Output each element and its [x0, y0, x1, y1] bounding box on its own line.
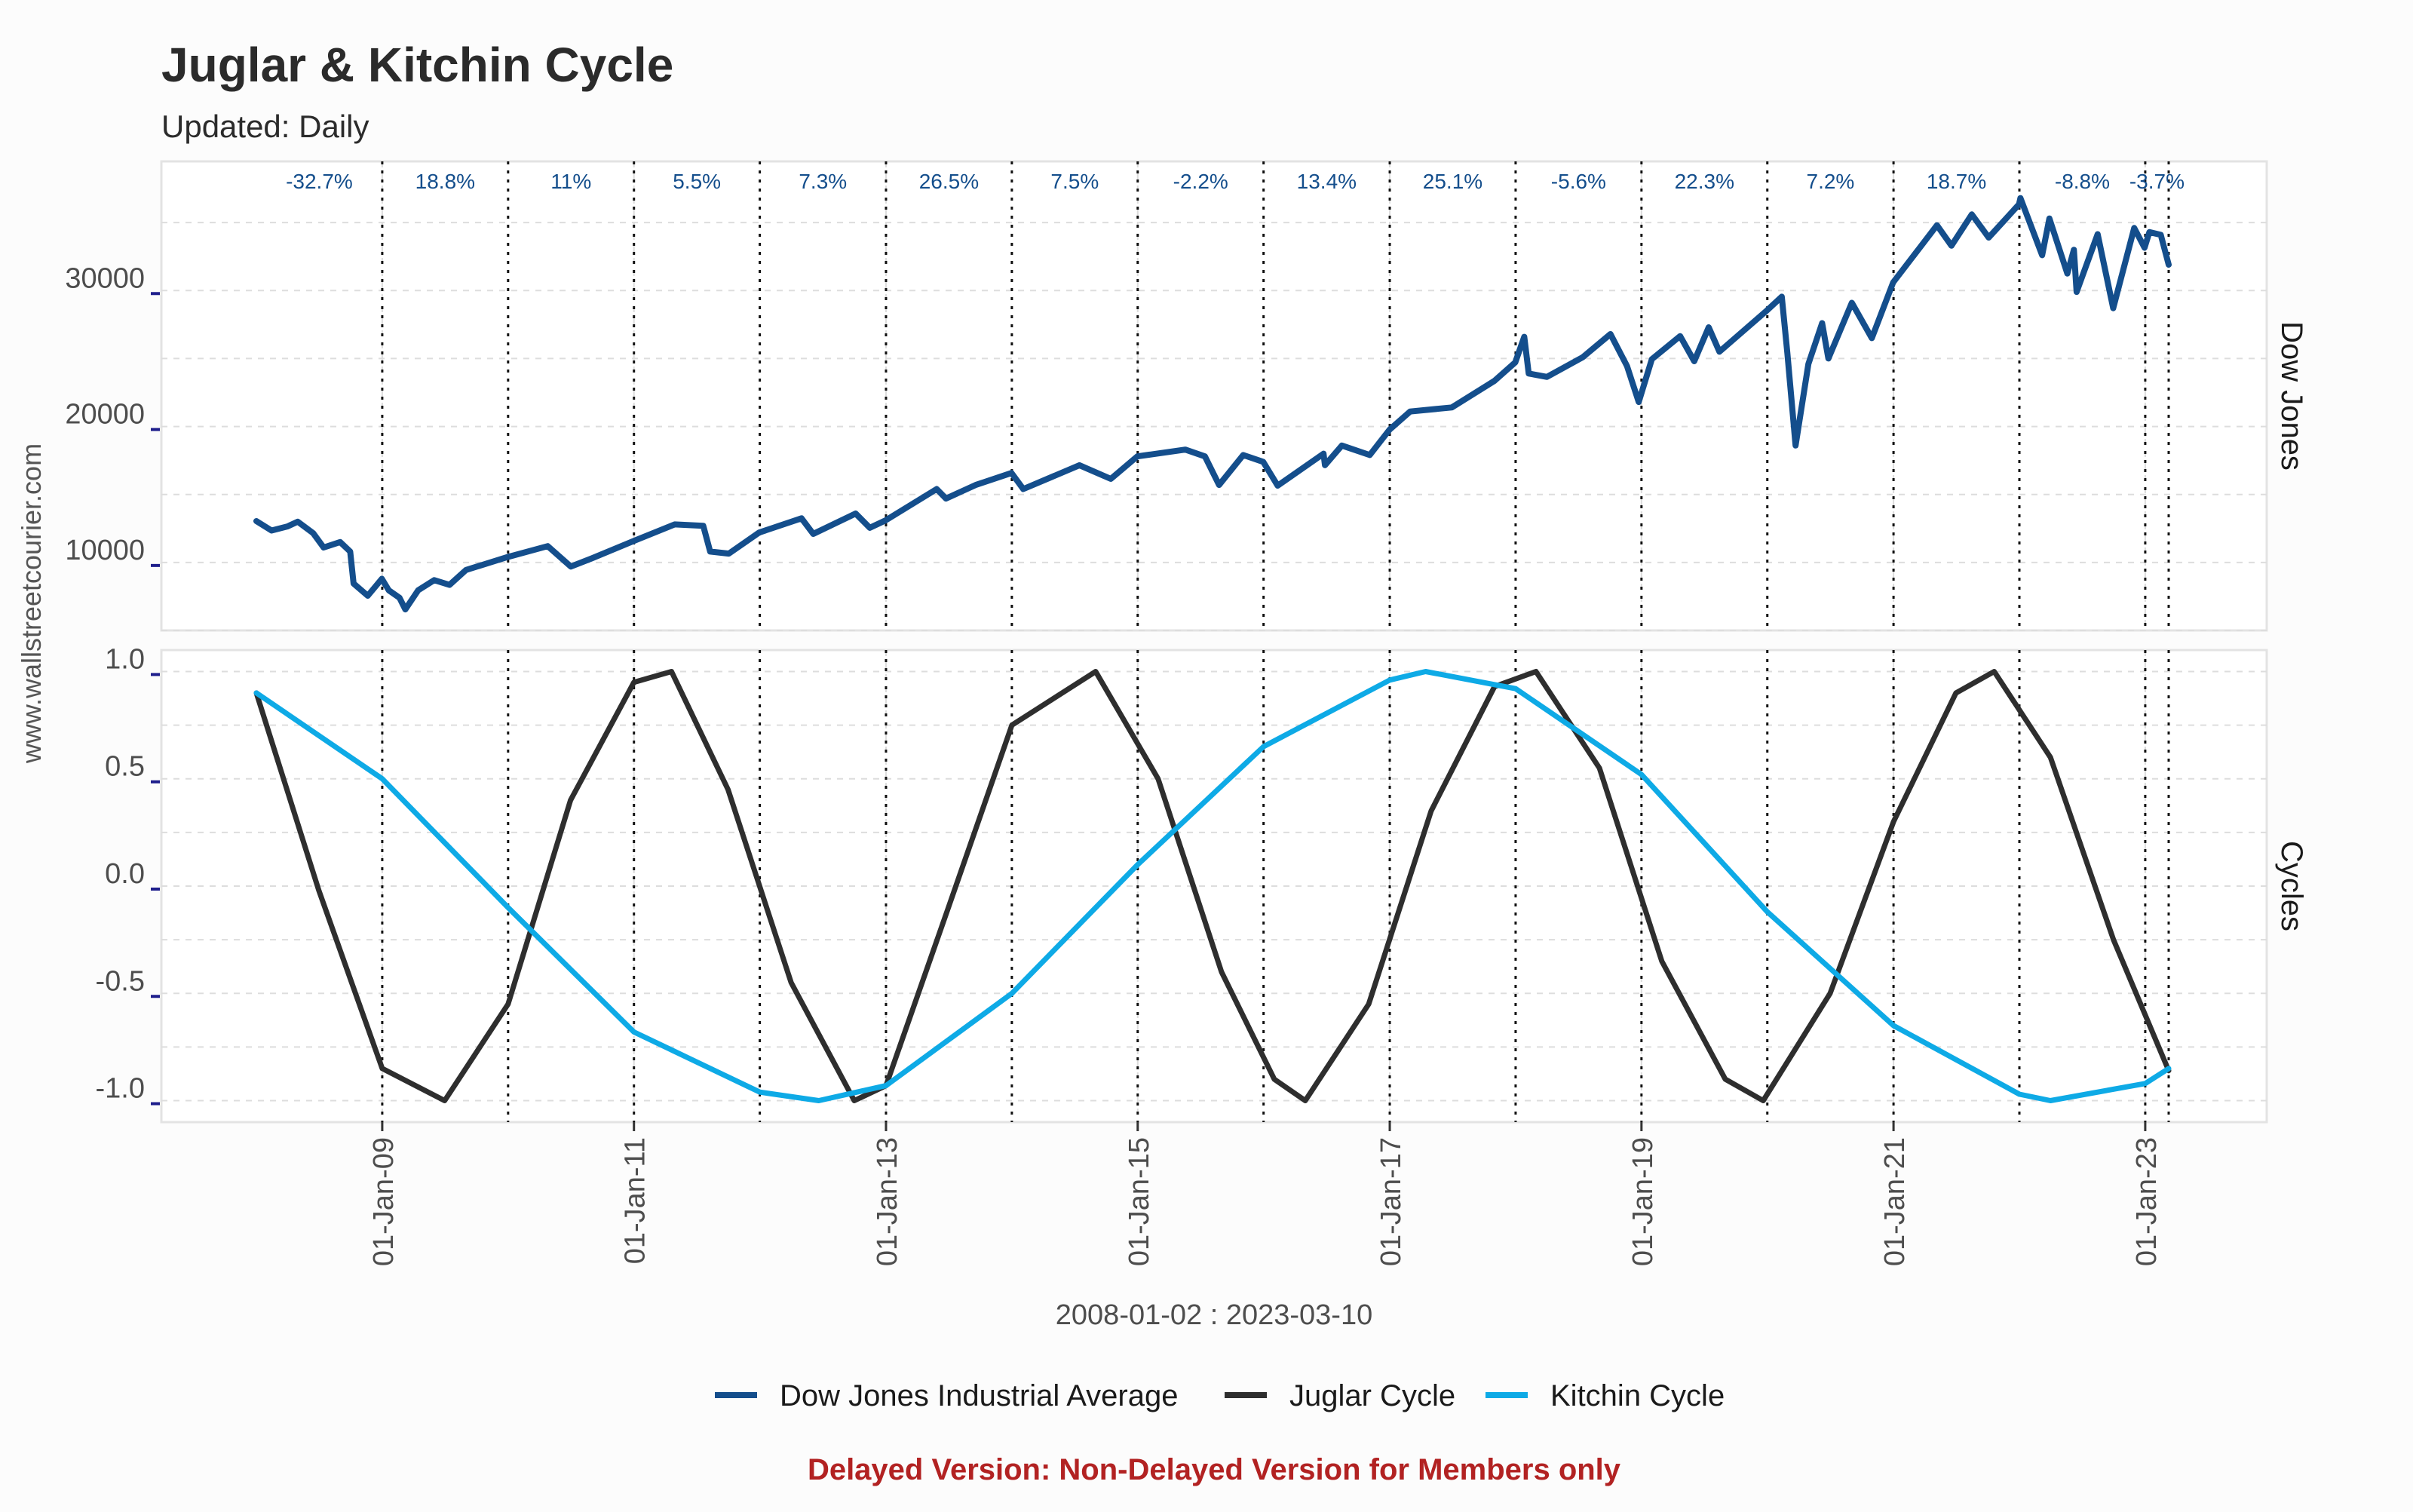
y-tick-label: -0.5: [96, 965, 145, 997]
side-watermark-label: www.wallstreetcourier.com: [16, 443, 47, 764]
annual-return-label: -8.8%: [2055, 170, 2110, 193]
cycles-panel-series: [253, 669, 2172, 1103]
x-tick-label: 01-Jan-13: [872, 1137, 903, 1266]
price-panel-strip-label: Dow Jones: [2275, 321, 2308, 471]
y-tick-label: 0.0: [105, 858, 145, 890]
y-tick-label: 30000: [65, 262, 145, 294]
annual-return-label: -2.2%: [1173, 170, 1228, 193]
annual-return-label: -32.7%: [286, 170, 353, 193]
kitchin-cycle-line: [253, 669, 2172, 1103]
annual-return-label: -5.6%: [1551, 170, 1606, 193]
annual-return-label: 25.1%: [1423, 170, 1482, 193]
legend-label-kitchin-cycle: Kitchin Cycle: [1550, 1379, 1725, 1412]
chart-subtitle: Updated: Daily: [161, 109, 369, 144]
price-panel-series: [253, 195, 2172, 613]
price-panel: 10000 20000 30000 -32.7% 18.8% 11% 5.5% 7.3% 26…: [65, 160, 2308, 632]
y-tick-label: 0.5: [105, 751, 145, 783]
annual-return-label: -3.7%: [2129, 170, 2185, 193]
annual-return-label: 22.3%: [1675, 170, 1734, 193]
cycles-panel-strip-label: Cycles: [2275, 841, 2308, 931]
y-tick-label: -1.0: [96, 1073, 145, 1105]
x-tick-label: 01-Jan-11: [620, 1137, 652, 1264]
legend: Dow Jones Industrial Average Juglar Cycle…: [715, 1379, 1725, 1412]
juglar-cycle-line: [253, 669, 2172, 1103]
price-panel-y-axis: 10000 20000 30000: [65, 262, 160, 567]
annual-return-label: 18.7%: [1927, 170, 1986, 193]
cycles-panel-y-axis: -1.0 -0.5 0.0 0.5 1.0: [96, 643, 160, 1106]
y-tick-label: 20000: [65, 399, 145, 431]
x-tick-label: 01-Jan-19: [1627, 1137, 1659, 1266]
legend-label-dow-jones-industrial-average: Dow Jones Industrial Average: [780, 1379, 1178, 1412]
annual-return-label: 7.2%: [1807, 170, 1855, 193]
annual-return-label: 26.5%: [919, 170, 979, 193]
y-tick-label: 10000: [65, 535, 145, 566]
x-tick-label: 01-Jan-21: [1879, 1137, 1911, 1266]
x-tick-label: 01-Jan-17: [1375, 1137, 1407, 1266]
y-tick-label: 1.0: [105, 643, 145, 675]
price-panel-background: [160, 160, 2268, 632]
chart-title: Juglar & Kitchin Cycle: [161, 38, 673, 92]
dow-jones-industrial-average-line: [253, 195, 2172, 613]
x-axis: 01-Jan-09 01-Jan-11 01-Jan-13 01-Jan-15 01-J…: [368, 1122, 2163, 1266]
annual-return-label: 5.5%: [673, 170, 721, 193]
x-tick-label: 01-Jan-15: [1124, 1137, 1155, 1266]
annual-return-label: 7.3%: [799, 170, 847, 193]
x-tick-label: 01-Jan-09: [368, 1137, 400, 1266]
annual-return-label: 11%: [550, 170, 591, 193]
price-panel-year-markers: [381, 161, 2170, 630]
annual-return-label: 7.5%: [1050, 170, 1099, 193]
cycles-panel: -1.0 -0.5 0.0 0.5 1.0 Cycles: [96, 643, 2308, 1124]
legend-label-juglar-cycle: Juglar Cycle: [1289, 1379, 1455, 1412]
annual-return-label: 13.4%: [1297, 170, 1357, 193]
annual-return-labels: -32.7% 18.8% 11% 5.5% 7.3% 26.5% 7.5% -2.2% 13.4…: [286, 170, 2185, 193]
annual-return-label: 18.8%: [415, 170, 475, 193]
delayed-version-notice: Delayed Version: Non-Delayed Version for…: [808, 1453, 1621, 1486]
x-axis-date-range: 2008-01-02 : 2023-03-10: [1056, 1299, 1372, 1331]
x-tick-label: 01-Jan-23: [2131, 1137, 2163, 1266]
